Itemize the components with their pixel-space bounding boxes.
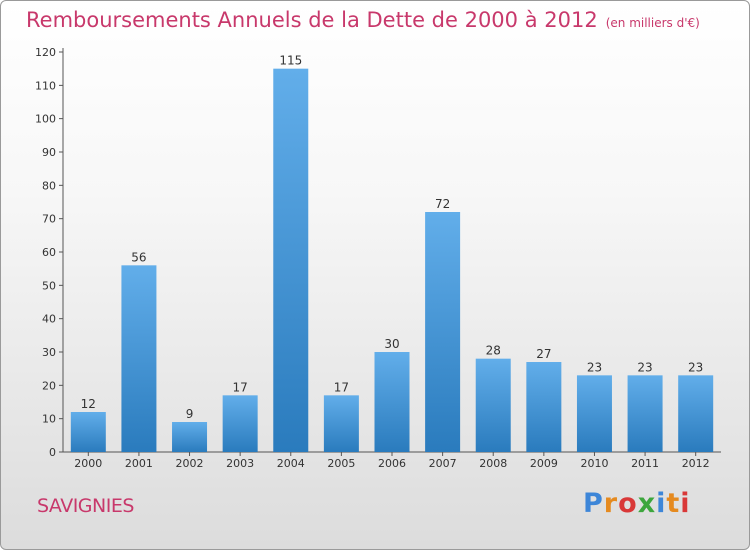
data-label: 12 <box>81 397 96 411</box>
data-label: 23 <box>688 360 703 374</box>
logo-letter: x <box>637 488 657 519</box>
logo-letter: i <box>656 488 667 519</box>
chart-title: Remboursements Annuels de la Dette de 20… <box>26 8 700 32</box>
data-label: 30 <box>384 337 399 351</box>
data-label: 17 <box>334 380 349 394</box>
town-name: SAVIGNIES <box>37 495 134 517</box>
data-label: 72 <box>435 197 450 211</box>
bar <box>323 395 359 452</box>
bar <box>425 212 461 452</box>
x-tick-label: 2000 <box>74 457 102 470</box>
y-tick-label: 80 <box>42 179 56 192</box>
y-tick-label: 110 <box>35 79 56 92</box>
x-tick-label: 2004 <box>277 457 305 470</box>
data-label: 9 <box>186 407 194 421</box>
logo-letter: P <box>583 488 604 519</box>
x-tick-label: 2001 <box>125 457 153 470</box>
data-label: 23 <box>587 360 602 374</box>
x-tick-label: 2002 <box>176 457 204 470</box>
y-tick-label: 0 <box>49 446 56 459</box>
bar <box>222 395 258 452</box>
bar <box>273 68 309 453</box>
x-tick-label: 2003 <box>226 457 254 470</box>
y-tick-label: 10 <box>42 413 56 426</box>
data-label: 28 <box>486 344 501 358</box>
bar <box>70 412 106 452</box>
data-label: 17 <box>233 380 248 394</box>
data-label: 115 <box>279 54 302 68</box>
y-tick-label: 70 <box>42 213 56 226</box>
bar <box>121 265 157 452</box>
x-tick-label: 2012 <box>682 457 710 470</box>
bar <box>475 358 511 452</box>
y-tick-label: 60 <box>42 246 56 259</box>
logo-letter: o <box>618 488 638 519</box>
y-tick-label: 100 <box>35 113 56 126</box>
data-label: 56 <box>131 250 146 264</box>
data-label: 23 <box>637 360 652 374</box>
x-tick-label: 2009 <box>530 457 558 470</box>
x-tick-label: 2011 <box>631 457 659 470</box>
logo-letter: r <box>603 488 619 519</box>
y-tick-label: 120 <box>35 46 56 59</box>
proxiti-logo: Proxiti <box>583 488 691 519</box>
bar <box>172 422 208 452</box>
y-tick-label: 20 <box>42 379 56 392</box>
bar <box>678 375 714 452</box>
data-label: 27 <box>536 347 551 361</box>
y-tick-label: 40 <box>42 313 56 326</box>
x-tick-label: 2010 <box>580 457 608 470</box>
x-tick-label: 2006 <box>378 457 406 470</box>
bar <box>374 352 410 452</box>
bar <box>576 375 612 452</box>
y-tick-label: 90 <box>42 146 56 159</box>
chart-title-text: Remboursements Annuels de la Dette de 20… <box>26 8 598 32</box>
x-tick-label: 2005 <box>327 457 355 470</box>
logo-letter: t <box>666 488 681 519</box>
x-tick-label: 2008 <box>479 457 507 470</box>
bar <box>526 362 562 452</box>
y-tick-label: 30 <box>42 346 56 359</box>
x-tick-label: 2007 <box>429 457 457 470</box>
chart-unit: (en milliers d'€) <box>605 16 700 30</box>
bar <box>627 375 663 452</box>
logo-letter: i <box>680 488 691 519</box>
y-tick-label: 50 <box>42 279 56 292</box>
